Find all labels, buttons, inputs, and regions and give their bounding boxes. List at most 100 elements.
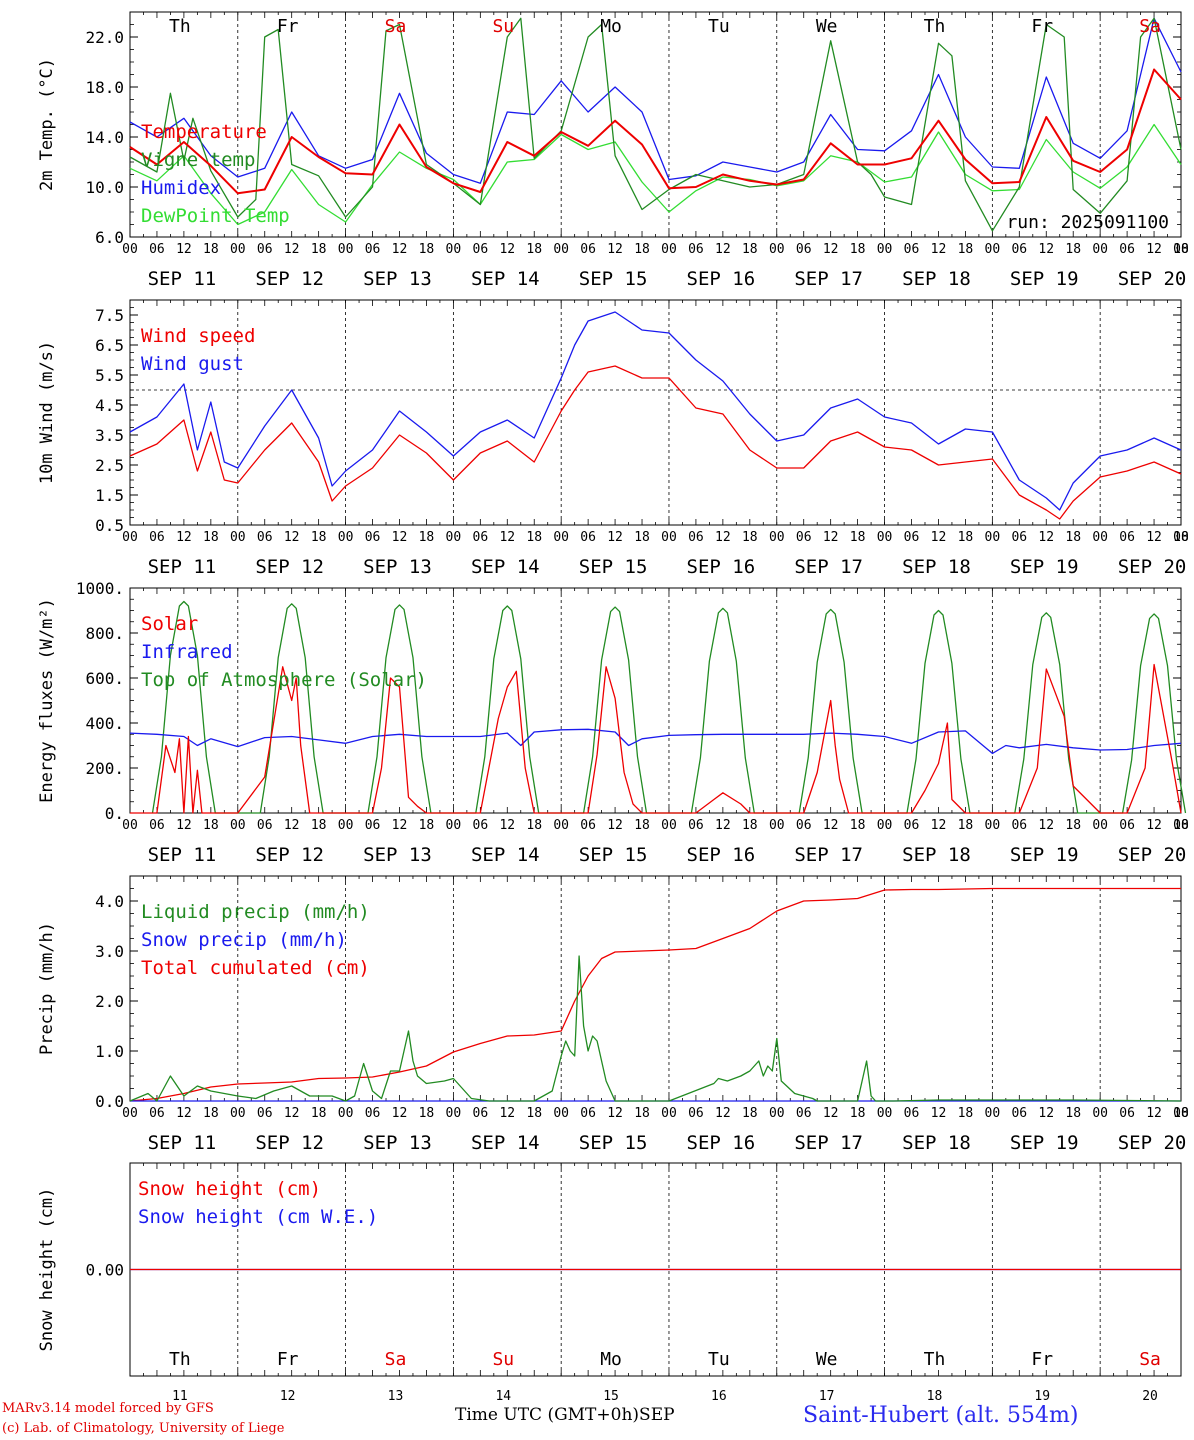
date-label: SEP 12 [255, 844, 324, 866]
series-line-4 [129, 123, 1182, 226]
hour-tick-label: 18 [311, 530, 327, 545]
date-label: SEP 12 [255, 556, 324, 578]
hour-tick-label: 12 [176, 818, 192, 833]
date-label: SEP 16 [687, 556, 756, 578]
date-label: SEP 14 [471, 268, 540, 290]
hour-tick-label: 00 [230, 818, 246, 833]
hour-tick-label: 18 [526, 530, 542, 545]
hour-tick-label: 06 [904, 530, 920, 545]
hour-tick-label: 00 [1173, 242, 1189, 257]
hour-tick-label: 12 [176, 242, 192, 257]
series-line-1 [130, 663, 1182, 814]
hour-tick-label: 12 [607, 1106, 623, 1121]
hour-tick-label: 00 [1092, 1106, 1108, 1121]
hour-tick-label: 18 [850, 818, 866, 833]
hour-tick-label: 00 [769, 530, 785, 545]
hour-tick-label: 18 [526, 1106, 542, 1121]
legend-entry: Wind gust [141, 353, 244, 375]
y-axis-label: Snow height (cm) [37, 1188, 57, 1352]
y-tick-label: 10.0 [85, 178, 124, 197]
y-tick-label: 1000. [76, 579, 124, 598]
hour-tick-label: 06 [1119, 818, 1135, 833]
date-label: SEP 18 [902, 1132, 971, 1154]
date-label: SEP 19 [1010, 556, 1079, 578]
hour-tick-label: 12 [499, 1106, 515, 1121]
hour-tick-label: 06 [257, 1106, 273, 1121]
day-number: 14 [495, 1389, 511, 1404]
hour-tick-label: 00 [446, 242, 462, 257]
date-label: SEP 19 [1010, 1132, 1079, 1154]
y-tick-label: 22.0 [85, 28, 124, 47]
hour-tick-label: 12 [1146, 530, 1162, 545]
date-label: SEP 16 [687, 268, 756, 290]
y-tick-label: 600. [85, 669, 124, 688]
date-label: SEP 13 [363, 844, 432, 866]
y-tick-label: 200. [85, 759, 124, 778]
hour-tick-label: 12 [1038, 530, 1054, 545]
date-label: SEP 17 [794, 268, 863, 290]
date-label: SEP 17 [794, 844, 863, 866]
hour-tick-label: 06 [1119, 242, 1135, 257]
y-tick-label: 2.0 [95, 992, 124, 1011]
hour-tick-label: 00 [985, 818, 1001, 833]
hour-tick-label: 06 [473, 530, 489, 545]
series-line-2 [129, 728, 1182, 755]
hour-tick-label: 06 [580, 242, 596, 257]
y-tick-label: 14.0 [85, 128, 124, 147]
hour-tick-label: 18 [850, 530, 866, 545]
date-label: SEP 12 [255, 268, 324, 290]
date-label: SEP 17 [794, 1132, 863, 1154]
hour-tick-label: 00 [661, 242, 677, 257]
day-name: We [816, 1349, 838, 1370]
day-number: 11 [172, 1389, 188, 1404]
hour-tick-label: 00 [122, 242, 138, 257]
hour-tick-label: 00 [1173, 1106, 1189, 1121]
hour-tick-label: 06 [904, 242, 920, 257]
hour-tick-label: 06 [688, 818, 704, 833]
hour-tick-label: 18 [311, 1106, 327, 1121]
hour-tick-label: 12 [1038, 242, 1054, 257]
day-number: 13 [388, 1389, 404, 1404]
date-label: SEP 19 [1010, 844, 1079, 866]
date-label: SEP 16 [687, 844, 756, 866]
y-tick-label: 5.5 [95, 366, 124, 385]
date-label: SEP 15 [579, 268, 648, 290]
y-tick-label: 0.00 [85, 1261, 124, 1280]
date-label: SEP 11 [148, 556, 217, 578]
date-label: SEP 15 [579, 1132, 648, 1154]
day-name: Sa [1139, 16, 1161, 37]
date-label: SEP 19 [1010, 268, 1079, 290]
hour-tick-label: 12 [931, 818, 947, 833]
date-label: SEP 14 [471, 1132, 540, 1154]
hour-tick-label: 12 [823, 530, 839, 545]
hour-tick-label: 18 [1173, 530, 1189, 545]
hour-tick-label: 18 [850, 242, 866, 257]
hour-tick-label: 12 [392, 530, 408, 545]
hour-tick-label: 00 [769, 818, 785, 833]
hour-tick-label: 00 [985, 242, 1001, 257]
day-name: Fr [277, 16, 299, 37]
y-axis-label: 10m Wind (m/s) [37, 341, 57, 484]
date-label: SEP 20 [1118, 1132, 1187, 1154]
model-credit: MARv3.14 model forced by GFS [2, 1401, 214, 1416]
legend-entry: Snow precip (mm/h) [141, 929, 347, 951]
hour-tick-label: 00 [1173, 818, 1189, 833]
hour-tick-label: 00 [877, 818, 893, 833]
hour-tick-label: 00 [338, 530, 354, 545]
hour-tick-label: 00 [985, 1106, 1001, 1121]
y-tick-label: 0. [105, 804, 124, 823]
hour-tick-label: 12 [823, 818, 839, 833]
hour-tick-label: 18 [526, 818, 542, 833]
hour-tick-label: 18 [419, 242, 435, 257]
date-label: SEP 11 [148, 844, 217, 866]
legend-entry: DewPoint Temp [141, 205, 290, 227]
hour-tick-label: 18 [1065, 530, 1081, 545]
hour-tick-label: 06 [1011, 530, 1027, 545]
hour-tick-label: 06 [1011, 818, 1027, 833]
hour-tick-label: 06 [580, 1106, 596, 1121]
hour-tick-label: 12 [1146, 242, 1162, 257]
legend-entry: Snow height (cm) [138, 1178, 321, 1200]
hour-tick-label: 00 [230, 242, 246, 257]
hour-tick-label: 06 [796, 242, 812, 257]
day-name: Su [492, 16, 514, 37]
